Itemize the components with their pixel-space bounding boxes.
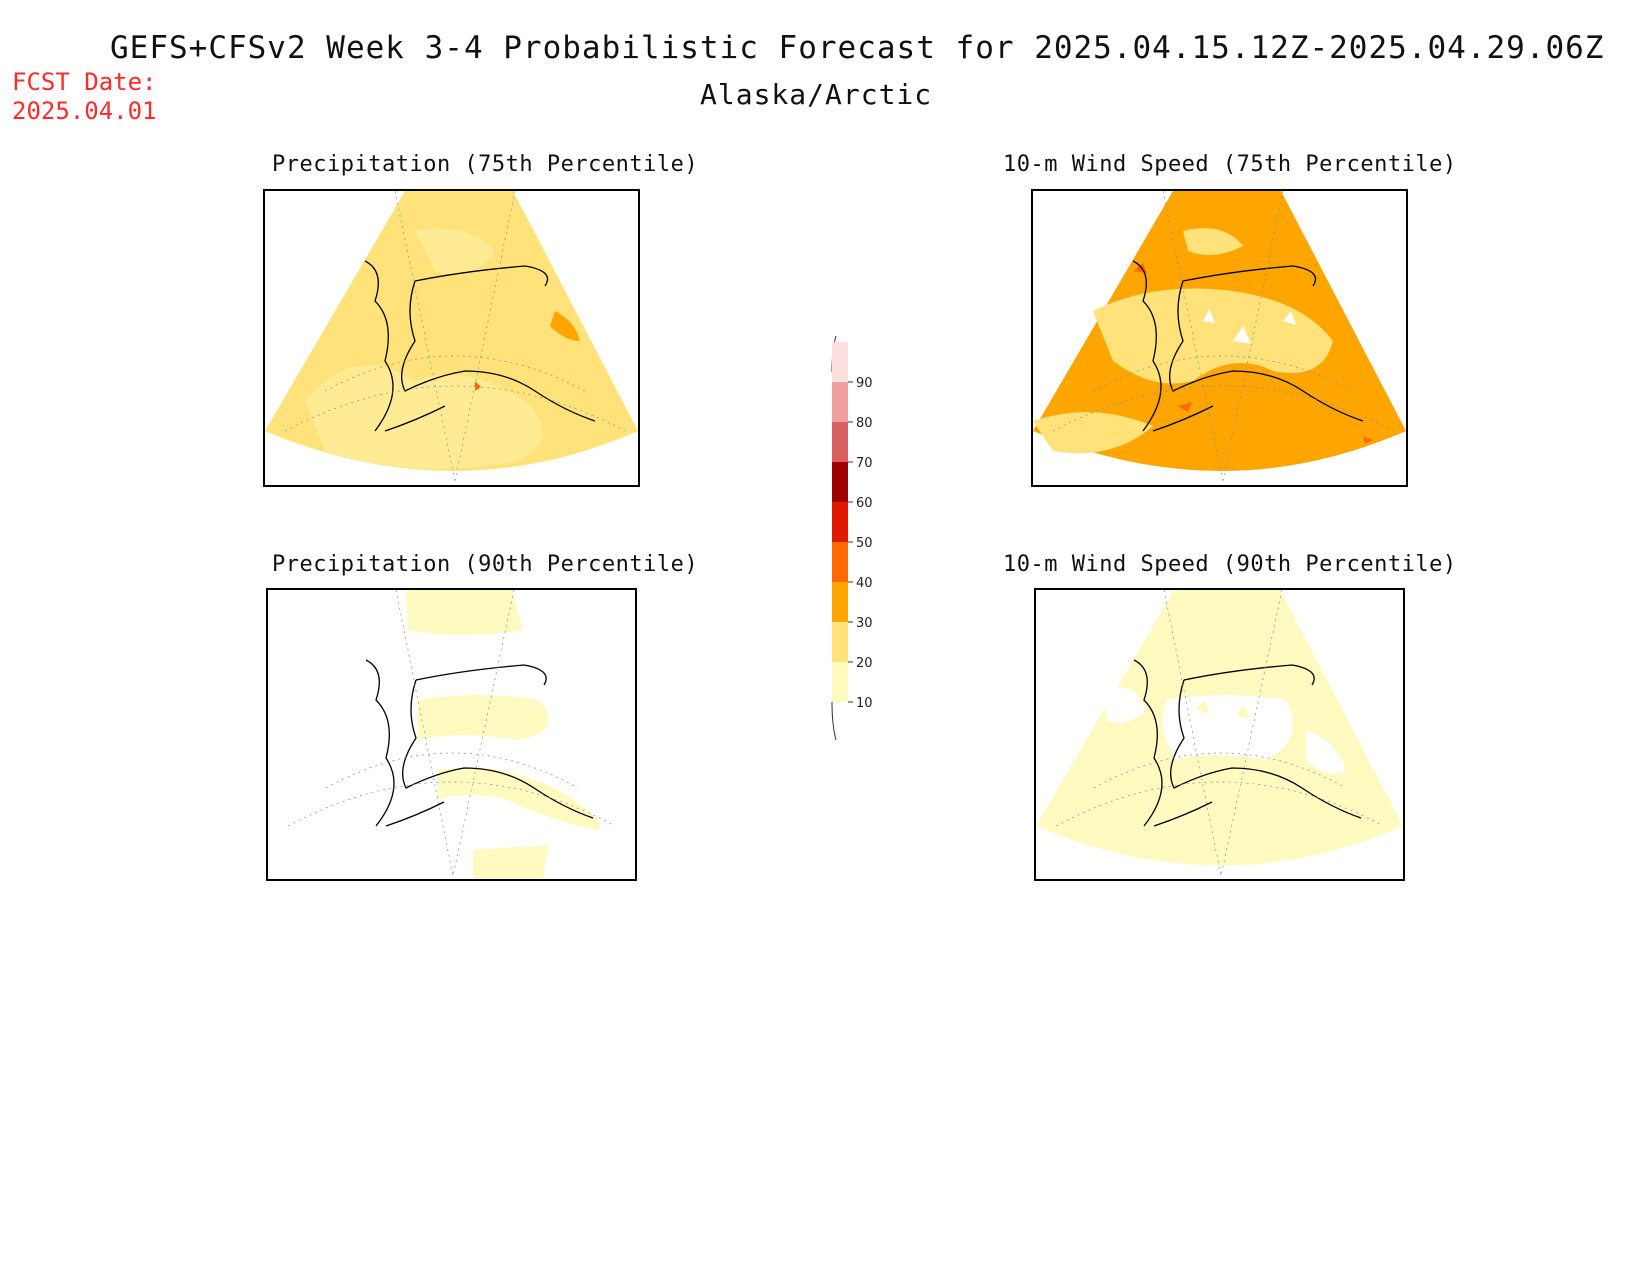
yellow-spot — [1196, 700, 1250, 719]
colorbar-label-30: 30 — [856, 616, 873, 631]
graticule — [1055, 590, 1384, 877]
yellow-region — [438, 767, 600, 830]
colorbar-swatch-10 — [832, 662, 848, 702]
orange-spot — [550, 311, 580, 341]
colorbar-swatch-80 — [832, 382, 848, 422]
lighter-region — [1183, 228, 1243, 255]
panel-title-wind-90: 10-m Wind Speed (90th Percentile) — [1003, 552, 1457, 577]
map-wind-75 — [1031, 189, 1408, 487]
colorbar-swatch-70 — [832, 422, 848, 462]
forecast-date-block: FCST Date: 2025.04.01 — [12, 68, 157, 126]
colorbar-swatch-20 — [832, 622, 848, 662]
colorbar-label-90: 90 — [856, 376, 873, 391]
colorbar-swatch-40 — [832, 542, 848, 582]
orange-spot — [475, 381, 481, 391]
colorbar-bottom-arrow — [831, 701, 837, 741]
region-subtitle: Alaska/Arctic — [700, 78, 933, 111]
map-precip-90 — [266, 588, 637, 881]
colorbar-swatch-50 — [832, 502, 848, 542]
lighter-region — [305, 365, 543, 469]
colorbar-swatch-30 — [832, 582, 848, 622]
panel-title-wind-75: 10-m Wind Speed (75th Percentile) — [1003, 152, 1457, 177]
white-patch — [1162, 695, 1293, 760]
colorbar-label-60: 60 — [856, 496, 873, 511]
colorbar-label-40: 40 — [856, 576, 873, 591]
alaska-coastline — [364, 260, 596, 432]
colorbar-label-50: 50 — [856, 536, 873, 551]
colorbar-swatch-90 — [832, 342, 848, 382]
chart-title: GEFS+CFSv2 Week 3-4 Probabilistic Foreca… — [110, 30, 1605, 66]
panel-title-precip-75: Precipitation (75th Percentile) — [272, 152, 699, 177]
white-patch — [1106, 687, 1146, 724]
yellow-region — [406, 590, 523, 635]
panel-title-precip-90: Precipitation (90th Percentile) — [272, 552, 699, 577]
map-precip-75 — [263, 189, 640, 487]
colorbar-label-80: 80 — [856, 416, 873, 431]
colorbar-label-10: 10 — [856, 696, 873, 711]
graticule — [287, 590, 616, 877]
colorbar-swatch-60 — [832, 462, 848, 502]
white-patch — [1306, 730, 1346, 774]
lighter-region — [1033, 412, 1153, 454]
alaska-coastline — [1133, 659, 1362, 827]
yellow-region — [473, 845, 548, 879]
fcst-date-label: FCST Date: — [12, 68, 157, 96]
yellow-region — [418, 695, 550, 740]
colorbar-label-70: 70 — [856, 456, 873, 471]
alaska-coastline — [365, 659, 594, 827]
map-wind-90 — [1034, 588, 1405, 881]
fcst-date-value: 2025.04.01 — [12, 97, 157, 125]
colorbar-label-20: 20 — [856, 656, 873, 671]
lighter-region — [415, 228, 495, 274]
colorbar: 10 20 30 40 50 60 70 80 90 — [820, 330, 910, 741]
alaska-coastline — [1132, 260, 1364, 432]
